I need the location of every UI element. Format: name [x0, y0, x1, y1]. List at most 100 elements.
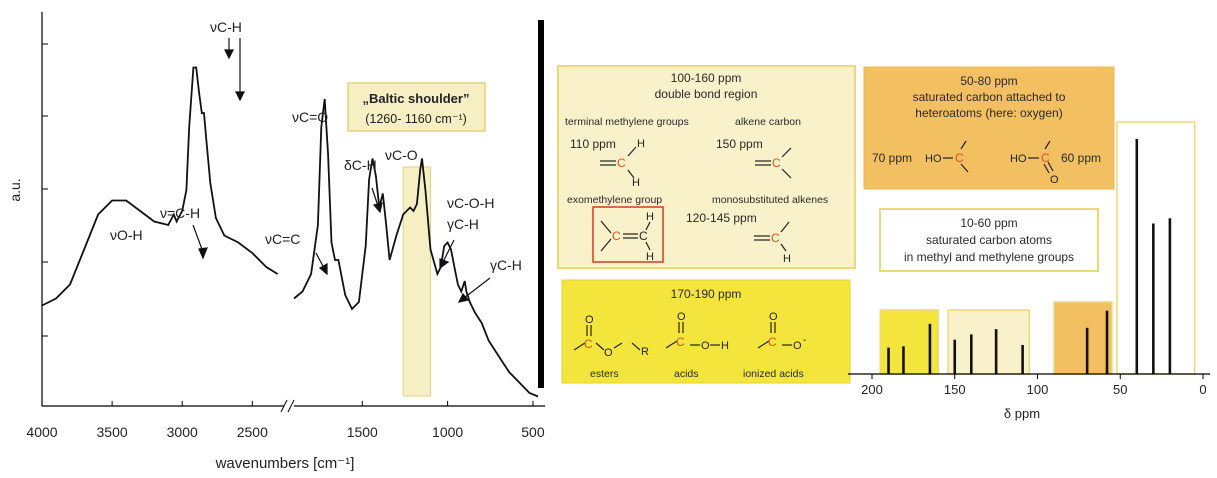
acid-c-atom: C: [676, 335, 685, 349]
ester-structure: [573, 325, 641, 351]
terminal-ppm: 110 ppm: [570, 137, 616, 151]
heteroatom-right-ppm: 60 ppm: [1061, 151, 1101, 165]
annotation-oh: νO-H: [110, 227, 143, 243]
baltic-shoulder-title: „Baltic shoulder”: [363, 91, 470, 106]
exomethylene-c-atom-2: C: [639, 229, 648, 243]
annotation-co: νC-O: [385, 147, 418, 163]
acid-o-atom: O: [701, 340, 710, 352]
ionized-charge: -: [803, 335, 806, 346]
ir-spectrum-line-right: [293, 98, 539, 398]
ionized-c-atom: C: [768, 335, 777, 349]
ir-spectrum-panel: 4000 3500 3000 2500 1500 1000 500 a.u. wavenum…: [7, 12, 545, 472]
ionized-acid-structure: [757, 322, 792, 349]
nmr-bars: [887, 139, 1172, 374]
saturated-box: 10-60 ppm saturated carbon atoms in meth…: [879, 208, 1099, 272]
terminal-methylene-structure: [600, 146, 637, 179]
nmr-x-tick-label: 50: [1113, 382, 1127, 397]
acid-o-carbonyl: O: [677, 311, 686, 323]
acid-structure: [665, 322, 720, 349]
carbonyl-range: 170-190 ppm: [671, 287, 742, 301]
alkene-c-atom: C: [772, 156, 781, 170]
esters-label: esters: [590, 368, 619, 380]
hetero-ho-label-1: HO: [925, 153, 942, 165]
saturated-title-1: saturated carbon atoms: [926, 233, 1052, 247]
ester-o-carbonyl: O: [585, 314, 594, 326]
hetero-structure-1: [943, 140, 969, 173]
baltic-shoulder-label-box: [347, 82, 486, 132]
monosubstituted-structure: [754, 221, 790, 252]
saturated-title-2: in methyl and methylene groups: [904, 250, 1074, 264]
nmr-x-tick-label: 100: [1027, 382, 1049, 397]
alkene-carbon-structure: [755, 147, 792, 179]
alkene-carbon-label: alkene carbon: [735, 116, 801, 128]
annotation-delta-ch: δC-H: [344, 157, 377, 173]
saturated-range: 10-60 ppm: [960, 216, 1017, 230]
terminal-methylene-label: terminal methylene groups: [565, 116, 689, 128]
heteroatom-title-1: saturated carbon attached to: [913, 90, 1066, 104]
exomethylene-c-atom-1: C: [612, 229, 621, 243]
exomethylene-structure: [600, 220, 651, 252]
hetero-structure-2: [1028, 140, 1054, 174]
terminal-h-atom-1: H: [637, 138, 645, 150]
heteroatom-title-2: heteroatoms (here: oxygen): [915, 106, 1062, 120]
monosubstituted-h-atom: H: [783, 253, 791, 265]
heteroatom-box: 50-80 ppm saturated carbon attached to h…: [863, 66, 1115, 190]
hetero-o-atom: O: [1050, 174, 1059, 186]
nmr-region-box: [879, 309, 939, 375]
monosubstituted-label: monosubstituted alkenes: [712, 194, 828, 206]
acids-label: acids: [674, 368, 699, 380]
x-axis-label: wavenumbers [cm⁻¹]: [215, 455, 355, 472]
ester-c-atom: C: [584, 337, 593, 351]
x-tick-label: 3000: [167, 424, 198, 440]
nmr-x-axis-label: δ ppm: [1004, 406, 1040, 421]
exomethylene-h-atom-2: H: [646, 251, 654, 263]
hetero-ho-label-2: HO: [1010, 153, 1027, 165]
x-tick-label: 4000: [26, 424, 57, 440]
carbonyl-box: 170-190 ppm O C O R esters O C O H: [561, 279, 851, 384]
nmr-x-tick-label: 0: [1199, 382, 1206, 397]
nmr-region-box: [1116, 121, 1196, 375]
axis-break-mark: [280, 399, 288, 413]
x-tick-label: 2500: [237, 424, 268, 440]
monosubstituted-c-atom: C: [771, 231, 780, 245]
y-ticks: [42, 43, 48, 337]
ester-o-atom: O: [604, 347, 613, 359]
nmr-x-tick-labels: 200 150 100 50 0: [861, 374, 1207, 397]
ester-r-atom: R: [641, 346, 649, 358]
nmr-region-box: [947, 309, 1030, 375]
terminal-h-atom-2: H: [632, 177, 640, 189]
annotation-arrows: [192, 38, 491, 303]
ionized-acids-label: ionized acids: [743, 368, 804, 380]
double-bond-title: double bond region: [655, 87, 758, 101]
nmr-region-box: [1053, 301, 1113, 375]
ionized-o-carbonyl: O: [769, 311, 778, 323]
baltic-shoulder-range: (1260- 1160 cm⁻¹): [365, 112, 467, 126]
annotation-ch: νC-H: [210, 19, 242, 35]
x-tick-label: 500: [521, 424, 545, 440]
exomethylene-h-atom-1: H: [646, 211, 654, 223]
y-axis-label: a.u.: [7, 178, 23, 201]
hetero-c-atom-2: C: [1041, 151, 1050, 165]
double-bond-range: 100-160 ppm: [671, 71, 742, 85]
panel-divider: [538, 20, 544, 388]
ionized-o-atom: O: [793, 340, 802, 352]
exomethylene-frame: [592, 206, 664, 263]
peak-annotations: νO-H ν=C-H νC-H νC=O νC=C δC-H νC-O νC-O…: [110, 19, 522, 273]
x-tick-label: 3500: [97, 424, 128, 440]
x-tick-labels: 4000 3500 3000 2500 1500 1000 500: [26, 401, 545, 440]
x-tick-label: 1000: [432, 424, 463, 440]
annotation-gamma-ch-2: γC-H: [490, 257, 522, 273]
heteroatom-range: 50-80 ppm: [960, 74, 1017, 88]
hetero-c-atom-1: C: [955, 151, 964, 165]
alkene-ppm: 150 ppm: [716, 137, 763, 151]
annotation-eq-ch: ν=C-H: [160, 205, 200, 221]
nmr-x-tick-label: 200: [861, 382, 883, 397]
acid-h-atom: H: [721, 340, 729, 352]
nmr-panel: 100-160 ppm double bond region terminal …: [557, 65, 1210, 421]
terminal-c-atom: C: [617, 156, 626, 170]
exomethylene-label: exomethylene group: [567, 194, 662, 206]
axis-break-mark: [287, 399, 295, 413]
monosubstituted-ppm: 120-145 ppm: [686, 211, 757, 225]
annotation-cc: νC=C: [265, 231, 300, 247]
